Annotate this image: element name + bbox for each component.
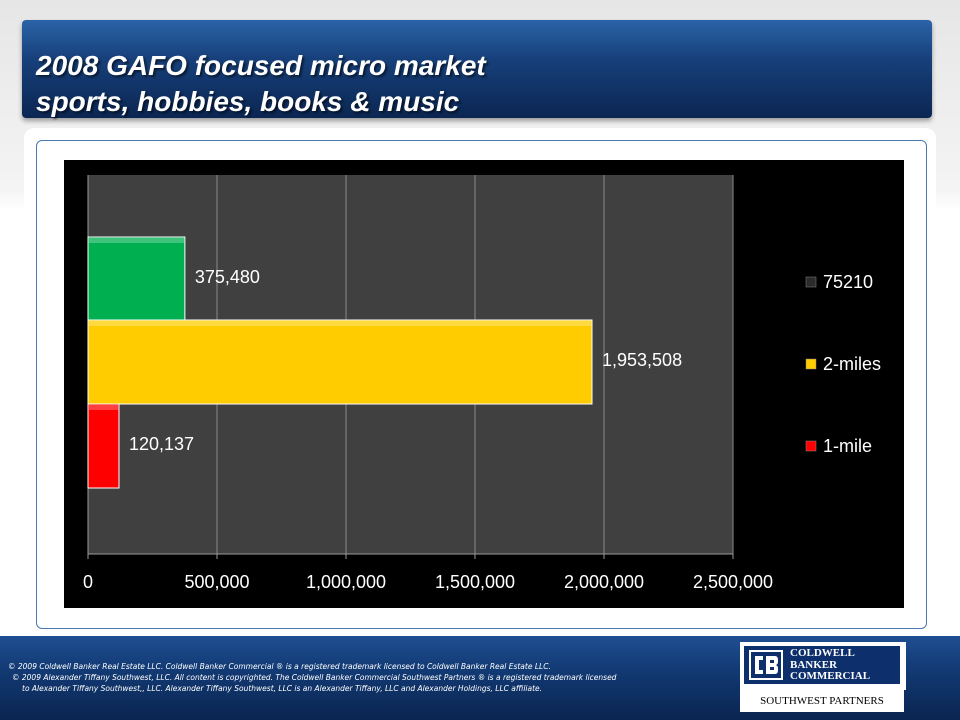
legend-swatch-75210 <box>805 276 817 288</box>
logo-inner: COLDWELL BANKER COMMERCIAL <box>744 646 900 684</box>
legal-text-line2: © 2009 Alexander Tiffany Southwest, LLC.… <box>12 673 617 682</box>
x-tick-label: 0 <box>83 572 93 592</box>
data-label-1-mile: 120,137 <box>129 434 194 454</box>
slide-title-line2: sports, hobbies, books & music <box>36 86 460 117</box>
bar-highlight <box>89 405 118 410</box>
logo-wordmark: COLDWELL BANKER COMMERCIAL <box>790 647 871 683</box>
bar-highlight <box>89 238 184 243</box>
chart: 0 500,000 1,000,000 1,500,000 2,000,000 2,500… <box>64 160 904 608</box>
legend-label-2-miles: 2-miles <box>823 354 881 374</box>
x-tick-label: 2,000,000 <box>564 572 644 592</box>
bar-1-mile <box>87 403 120 489</box>
legend-label-1-mile: 1-mile <box>823 436 872 456</box>
bar-75210 <box>87 236 186 322</box>
data-label-75210: 375,480 <box>195 267 260 287</box>
legal-text-line1: © 2009 Coldwell Banker Real Estate LLC. … <box>8 662 551 671</box>
slide-title-line1: 2008 GAFO focused micro market <box>36 50 486 81</box>
x-tick-label: 2,500,000 <box>693 572 773 592</box>
bar-2-miles <box>87 319 593 405</box>
legend-label-75210: 75210 <box>823 272 873 292</box>
logo-subtitle: SOUTHWEST PARTNERS <box>740 690 904 712</box>
data-label-2-miles: 1,953,508 <box>602 350 682 370</box>
logo-mark-icon <box>749 650 783 680</box>
company-logo: COLDWELL BANKER COMMERCIAL SOUTHWEST PAR… <box>740 642 906 714</box>
logo-word-1: COLDWELL <box>790 647 855 659</box>
chart-svg: 0 500,000 1,000,000 1,500,000 2,000,000 2,500… <box>83 175 881 592</box>
title-bar: 2008 GAFO focused micro market sports, h… <box>22 20 932 118</box>
legal-text-line3: to Alexander Tiffany Southwest,, LLC. Al… <box>22 684 543 693</box>
logo-top: COLDWELL BANKER COMMERCIAL <box>740 642 906 690</box>
logo-word-2: BANKER <box>790 658 838 671</box>
bar-highlight <box>89 321 592 326</box>
x-tick-label: 1,500,000 <box>435 572 515 592</box>
x-tick-label: 1,000,000 <box>306 572 386 592</box>
legend-swatch-2-miles <box>805 358 817 370</box>
logo-word-3: COMMERCIAL <box>790 670 871 682</box>
x-tick-label: 500,000 <box>184 572 249 592</box>
legend-swatch-1-mile <box>805 440 817 452</box>
